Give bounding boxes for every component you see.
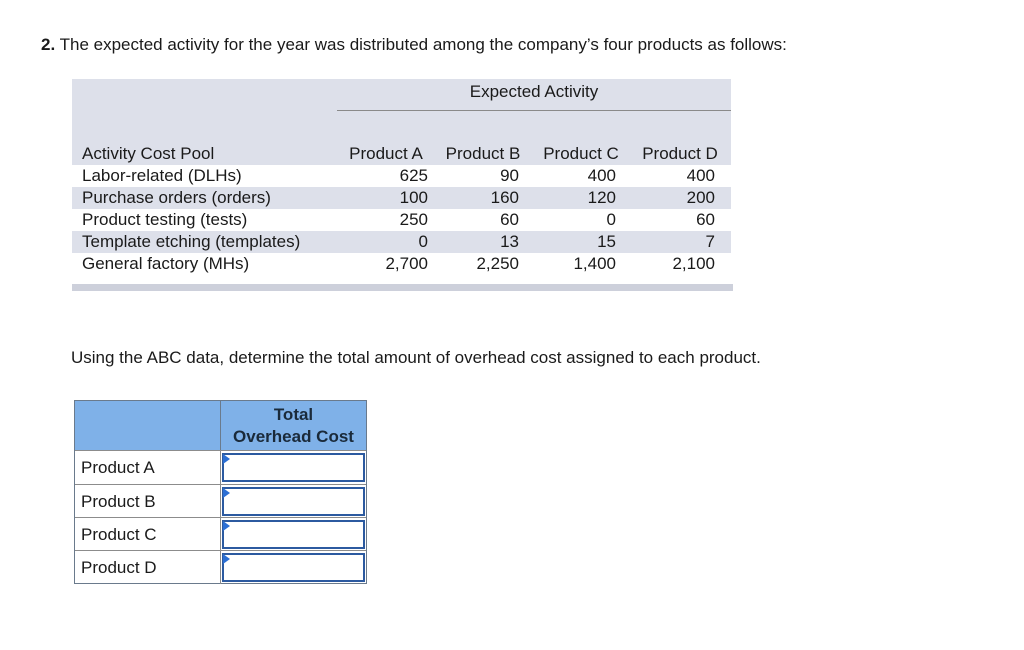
answer-table-header: Total Overhead Cost <box>75 401 366 450</box>
question-prompt: 2. The expected activity for the year wa… <box>41 35 787 55</box>
product-c-header: Product C <box>543 144 619 163</box>
value-cell: 2,250 <box>476 254 519 273</box>
value-cell: 15 <box>597 232 616 251</box>
pool-label: General factory (MHs) <box>82 254 250 273</box>
value-cell: 625 <box>399 166 428 185</box>
answer-row-product-b: Product B <box>75 484 366 518</box>
header-divider <box>220 401 221 450</box>
product-d-label: Product D <box>75 551 221 584</box>
expected-activity-header: Expected Activity <box>337 79 731 111</box>
answer-row-product-d: Product D <box>75 550 366 584</box>
value-cell: 0 <box>418 232 428 251</box>
product-c-overhead-input[interactable] <box>222 520 365 549</box>
value-cell: 250 <box>399 210 428 229</box>
product-a-label: Product A <box>75 451 221 484</box>
value-cell: 100 <box>399 188 428 207</box>
header-line-total: Total <box>273 405 314 424</box>
pool-label: Product testing (tests) <box>82 210 248 229</box>
value-cell: 2,700 <box>385 254 428 273</box>
header-line-overhead-cost: Overhead Cost <box>233 427 354 446</box>
value-cell: 1,400 <box>573 254 616 273</box>
input-marker-icon <box>223 554 230 564</box>
value-cell: 400 <box>587 166 616 185</box>
product-a-input-cell <box>221 451 366 484</box>
product-c-label: Product C <box>75 518 221 551</box>
value-cell: 60 <box>500 210 519 229</box>
expected-activity-table: Expected Activity Activity Cost Pool Pro… <box>72 79 733 291</box>
product-d-input-cell <box>221 551 366 584</box>
value-cell: 13 <box>500 232 519 251</box>
table-row: Template etching (templates) 0 13 15 7 <box>72 231 731 253</box>
table-bottom-rule <box>72 284 733 291</box>
value-cell: 200 <box>686 188 715 207</box>
answer-row-product-c: Product C <box>75 517 366 551</box>
product-b-overhead-input[interactable] <box>222 487 365 516</box>
question-text: The expected activity for the year was d… <box>59 35 787 54</box>
product-b-label: Product B <box>75 485 221 518</box>
product-a-header: Product A <box>349 144 423 163</box>
table-row: Purchase orders (orders) 100 160 120 200 <box>72 187 731 209</box>
product-b-header: Product B <box>445 144 521 163</box>
overhead-answer-table: Total Overhead Cost Product A Product B … <box>74 400 367 584</box>
activity-cost-pool-header: Activity Cost Pool <box>82 144 215 163</box>
column-header-row: Activity Cost Pool Product A Product B P… <box>72 143 731 165</box>
table-row: Product testing (tests) 250 60 0 60 <box>72 209 731 231</box>
value-cell: 0 <box>606 210 616 229</box>
product-c-input-cell <box>221 518 366 551</box>
value-cell: 2,100 <box>672 254 715 273</box>
value-cell: 120 <box>587 188 616 207</box>
table-row: General factory (MHs) 2,700 2,250 1,400 … <box>72 253 731 275</box>
value-cell: 160 <box>490 188 519 207</box>
value-cell: 60 <box>696 210 715 229</box>
product-d-header: Product D <box>642 144 718 163</box>
product-d-overhead-input[interactable] <box>222 553 365 582</box>
input-marker-icon <box>223 521 230 531</box>
answer-row-product-a: Product A <box>75 450 366 484</box>
question-number: 2. <box>41 35 56 54</box>
pool-label: Purchase orders (orders) <box>82 188 271 207</box>
table-row: Labor-related (DLHs) 625 90 400 400 <box>72 165 731 187</box>
value-cell: 7 <box>705 232 715 251</box>
pool-label: Labor-related (DLHs) <box>82 166 242 185</box>
value-cell: 90 <box>500 166 519 185</box>
instruction-text: Using the ABC data, determine the total … <box>71 348 761 367</box>
pool-label: Template etching (templates) <box>82 232 301 251</box>
total-overhead-cost-header: Total Overhead Cost <box>221 404 366 448</box>
value-cell: 400 <box>686 166 715 185</box>
product-a-overhead-input[interactable] <box>222 453 365 482</box>
input-marker-icon <box>223 454 230 464</box>
input-marker-icon <box>223 488 230 498</box>
product-b-input-cell <box>221 485 366 518</box>
